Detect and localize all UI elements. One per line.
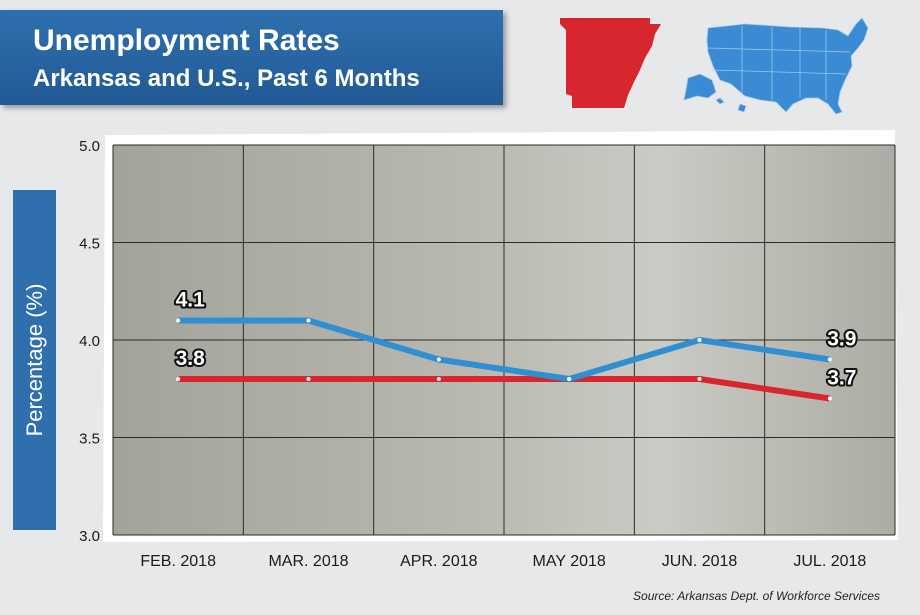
data-point [436,377,441,381]
series-line [178,317,831,382]
data-label: 3.7 [827,367,856,390]
series-lines [176,317,832,402]
x-tick-label: FEB. 2018 [140,553,216,570]
y-tick-label: 4.0 [79,333,100,350]
data-point [436,357,441,362]
gridlines [112,144,896,536]
x-tick-label: MAR. 2018 [268,553,348,570]
y-tick-label: 3.5 [79,431,100,448]
chart-subtitle: Arkansas and U.S., Past 6 Months [33,65,420,92]
data-labels: 4.1 3.8 3.9 3.7 [174,287,859,392]
chart-title: Unemployment Rates [33,24,340,57]
data-point [827,396,832,401]
data-point [697,338,702,342]
x-tick-label: JUN. 2018 [662,553,738,570]
data-point [176,318,181,323]
data-point [567,377,572,381]
x-tick-labels: FEB. 2018 MAR. 2018 APR. 2018 MAY 2018 JUN. … [140,553,866,570]
data-point [306,318,311,323]
y-tick-label: 5.0 [79,138,100,155]
data-label: 3.9 [827,328,856,351]
title-panel: Unemployment Rates Arkansas and U.S., Pa… [0,10,503,105]
data-point [827,357,832,362]
y-tick-label: 4.5 [79,236,100,253]
x-tick-label: MAY 2018 [533,553,606,570]
y-axis-label-panel [13,190,56,530]
data-label: 3.8 [176,347,206,370]
arkansas-map-icon [560,18,661,108]
data-point [306,377,311,381]
series-line [178,376,831,402]
data-point [176,377,181,381]
x-tick-label: JUL. 2018 [793,553,866,570]
x-tick-label: APR. 2018 [400,553,477,570]
data-point [697,377,702,381]
y-tick-label: 3.0 [79,528,100,545]
y-tick-labels: 3.0 3.5 4.0 4.5 5.0 [79,138,100,545]
source-note: Source: Arkansas Dept. of Workforce Serv… [633,589,880,603]
us-map-icon [683,17,869,115]
data-label: 4.1 [176,289,206,312]
